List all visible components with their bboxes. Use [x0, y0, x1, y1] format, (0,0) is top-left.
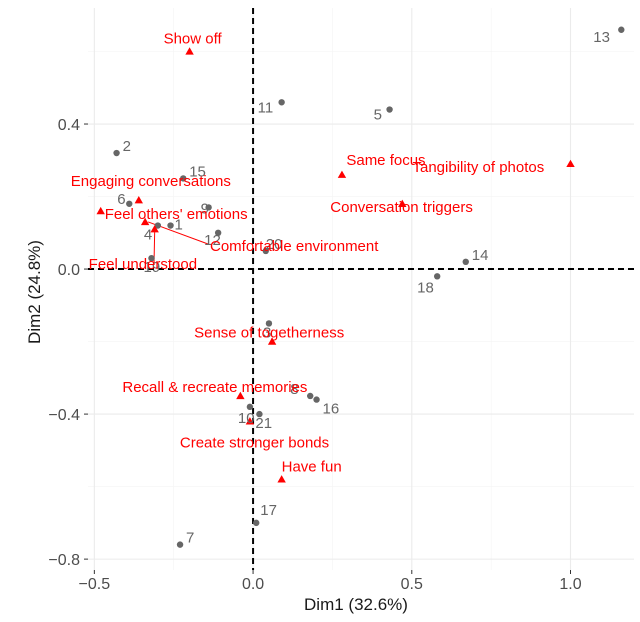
individual-label-1: 1	[175, 217, 183, 234]
individual-point-12	[214, 229, 222, 236]
individual-label-21: 21	[255, 415, 272, 432]
variable-point	[140, 217, 150, 226]
variable-point	[267, 337, 277, 345]
grid	[88, 8, 634, 570]
individual-point-18	[433, 273, 441, 280]
individual-point-3	[265, 320, 273, 327]
individual-label-4: 4	[144, 227, 152, 244]
variable-label: Sense of togetherness	[194, 325, 344, 342]
variable-point	[398, 199, 407, 207]
individual-label-9: 9	[201, 200, 209, 217]
individual-point-21	[256, 410, 263, 418]
individual-point-8	[307, 392, 314, 400]
variable-label: Feel others' emotions	[105, 206, 248, 223]
x-tick-label: −0.5	[79, 576, 111, 593]
individual-point-16	[313, 396, 320, 403]
variable-label: Show off	[164, 31, 223, 48]
variable-label: Same focus	[346, 152, 425, 169]
individual-point-17	[253, 519, 260, 527]
individual-label-14: 14	[472, 247, 489, 264]
variable-label: Have fun	[282, 458, 342, 475]
individual-label-3: 3	[263, 324, 271, 341]
individual-label-18: 18	[417, 279, 434, 296]
variable-point	[150, 224, 159, 233]
plot-marks	[96, 26, 625, 548]
y-tick-label: 0.0	[58, 262, 80, 279]
individual-point-11	[278, 99, 285, 106]
reference-lines	[88, 8, 634, 570]
individual-point-20	[262, 247, 269, 255]
individual-point-14	[462, 258, 469, 266]
individual-label-6: 6	[117, 191, 125, 208]
individual-point-4	[154, 222, 162, 229]
individual-point-7	[176, 541, 184, 548]
individual-label-20: 20	[266, 236, 283, 253]
x-tick-label: 1.0	[559, 576, 581, 593]
individual-label-17: 17	[260, 502, 277, 519]
individual-label-8: 8	[290, 381, 298, 398]
y-axis-title: Dim2 (24.8%)	[25, 240, 44, 344]
individual-label-7: 7	[186, 530, 194, 547]
variable-point	[566, 159, 575, 168]
individual-label-16: 16	[323, 401, 340, 418]
variable-point	[96, 206, 105, 215]
variable-label: Engaging conversations	[71, 173, 231, 190]
individual-point-2	[113, 149, 120, 157]
individual-point-1	[167, 222, 174, 229]
variable-point	[134, 195, 143, 204]
individual-point-15	[180, 175, 187, 182]
individual-label-15: 15	[189, 163, 206, 180]
individual-label-12: 12	[204, 232, 221, 249]
variable-label: Feel understood	[89, 256, 197, 273]
individual-label-10: 10	[238, 410, 255, 427]
y-tick-label: −0.4	[48, 407, 80, 424]
variable-label: Conversation triggers	[330, 199, 473, 216]
variable-label: Comfortable environment	[210, 238, 379, 255]
individual-label-2: 2	[123, 138, 131, 155]
variable-point	[185, 47, 194, 55]
x-axis-title: Dim1 (32.6%)	[304, 595, 408, 614]
individual-label-11: 11	[258, 99, 274, 116]
individual-label-5: 5	[374, 107, 382, 124]
axes: −0.5 0.0 0.5 1.0 −0.8 −0.4 0.0 0.4	[48, 117, 581, 593]
y-tick-label: −0.8	[48, 552, 80, 569]
individual-label-13: 13	[593, 29, 610, 46]
y-tick-label: 0.4	[58, 117, 80, 134]
variable-point	[337, 170, 347, 178]
variable-label: Recall & recreate memories	[122, 379, 307, 396]
x-tick-label: 0.0	[242, 576, 264, 593]
variable-point	[277, 475, 286, 483]
individual-point-6	[126, 200, 133, 207]
variable-point	[245, 417, 255, 425]
x-tick-label: 0.5	[401, 576, 423, 593]
variable-label: Tangibility of photos	[413, 159, 545, 176]
variable-point	[236, 391, 245, 400]
individual-point-19	[148, 254, 155, 262]
individual-point-13	[618, 26, 625, 33]
individual-point-9	[205, 204, 212, 211]
variable-label: Create stronger bonds	[180, 434, 329, 451]
individual-point-5	[386, 106, 393, 113]
individual-label-19: 19	[143, 259, 160, 276]
individual-point-10	[246, 403, 254, 411]
